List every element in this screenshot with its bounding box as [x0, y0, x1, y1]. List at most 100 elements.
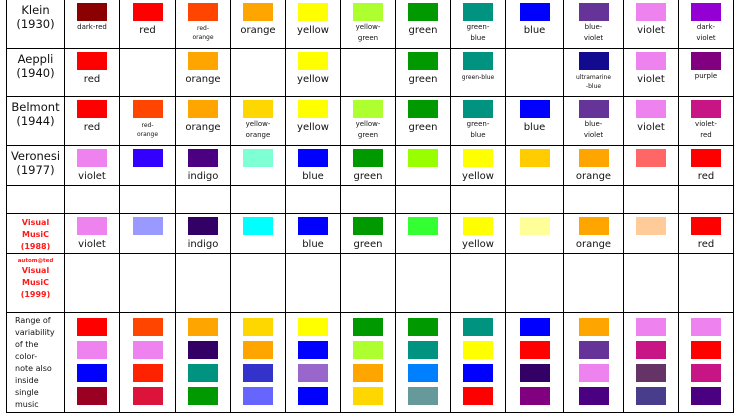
color-label: green [408, 74, 438, 85]
color-swatch [519, 387, 550, 405]
color-swatch [132, 387, 163, 405]
theorist-name: Veronesi [10, 149, 61, 163]
color-swatch [519, 364, 550, 382]
row-header-klein: Klein (1930) [6, 0, 65, 49]
theorist-row: Veronesi (1977) violet indigo blue green yello… [6, 145, 734, 186]
color-cell: yellow [450, 145, 506, 186]
color-cell [505, 145, 564, 186]
color-label: dark-red [77, 23, 107, 31]
color-swatch [298, 217, 328, 235]
color-swatch [519, 318, 550, 336]
range-cell [340, 312, 396, 413]
color-cell [623, 145, 679, 186]
header-line: variability [15, 328, 55, 337]
header-line: of the [15, 340, 39, 349]
color-swatch [353, 100, 383, 118]
color-swatch [188, 387, 218, 405]
color-cell: yellow [285, 0, 341, 49]
color-swatch [188, 3, 218, 21]
color-swatch [77, 387, 107, 405]
color-swatch [298, 149, 328, 167]
range-cell [395, 312, 451, 413]
color-swatch [578, 318, 609, 336]
empty-cell [285, 253, 341, 313]
color-cell [505, 213, 564, 254]
blank-cell [230, 185, 286, 214]
color-cell: indigo [175, 145, 231, 186]
color-swatch [243, 364, 273, 382]
color-swatch [463, 318, 493, 336]
blank-cell [6, 185, 65, 214]
color-swatch [408, 3, 438, 21]
color-cell: green- blue [450, 0, 506, 49]
color-label: violet [78, 239, 106, 250]
color-swatch [132, 149, 163, 167]
color-cell: red- orange [119, 96, 176, 146]
color-cell [395, 213, 451, 254]
row-header-veronesi: Veronesi (1977) [6, 145, 65, 186]
automated-visual-music-1999-row: autom@ted Visual MusiC (1999) [6, 253, 734, 313]
color-swatch [408, 217, 438, 235]
color-swatch [353, 149, 383, 167]
color-swatch [188, 364, 218, 382]
color-swatch [298, 341, 328, 359]
color-label: red [139, 25, 156, 36]
header-line: Visual [21, 218, 50, 227]
color-label: green [408, 25, 438, 36]
range-cell [230, 312, 286, 413]
theorist-name: Belmont [11, 100, 60, 114]
color-swatch [77, 52, 107, 70]
blank-cell [285, 185, 341, 214]
header-line: note also [15, 364, 52, 373]
color-cell: dark- violet [678, 0, 734, 49]
range-cell [505, 312, 564, 413]
blank-cell [505, 185, 564, 214]
color-cell: orange [563, 145, 624, 186]
color-label: dark- violet [696, 23, 716, 42]
header-line: Range of [15, 316, 51, 325]
color-label: orange [575, 239, 612, 250]
color-cell: orange [175, 48, 231, 97]
theorist-row: Aeppli (1940) red orange yellow green green-bl… [6, 48, 734, 97]
color-swatch [578, 149, 609, 167]
color-swatch [463, 149, 493, 167]
blank-cell [450, 185, 506, 214]
color-swatch [691, 217, 721, 235]
blank-cell [678, 185, 734, 214]
color-cell: yellow- green [340, 96, 396, 146]
empty-cell [64, 253, 120, 313]
color-label: blue- violet [583, 120, 604, 139]
color-cell: yellow- green [340, 0, 396, 49]
color-cell: red [119, 0, 176, 49]
color-swatch [132, 3, 163, 21]
header-line: single [15, 388, 39, 397]
header-line: MusiC [21, 278, 50, 287]
color-cell [505, 48, 564, 97]
theorist-row: Klein (1930) dark-red red red- orange orange y… [6, 0, 734, 49]
color-label: violet [637, 74, 665, 85]
color-swatch [636, 364, 666, 382]
range-cell [623, 312, 679, 413]
color-label: blue- violet [583, 23, 604, 42]
color-swatch [77, 318, 107, 336]
color-label: green [353, 239, 383, 250]
row-header-range: Range of variability of the color-note also… [6, 312, 65, 413]
empty-cell [450, 253, 506, 313]
header-line: music [15, 400, 39, 409]
color-cell: green [395, 48, 451, 97]
color-swatch [353, 387, 383, 405]
color-label: violet- red [695, 120, 717, 139]
color-swatch [519, 100, 550, 118]
color-label: ultramarine -blue [575, 74, 612, 90]
color-swatch [519, 341, 550, 359]
color-swatch [188, 149, 218, 167]
color-cell: yellow- orange [230, 96, 286, 146]
color-label: orange [185, 122, 221, 133]
color-cell: violet- red [678, 96, 734, 146]
color-swatch [578, 364, 609, 382]
color-swatch [408, 318, 438, 336]
color-cell: violet [623, 0, 679, 49]
color-swatch [578, 387, 609, 405]
color-swatch [298, 100, 328, 118]
range-cell [64, 312, 120, 413]
